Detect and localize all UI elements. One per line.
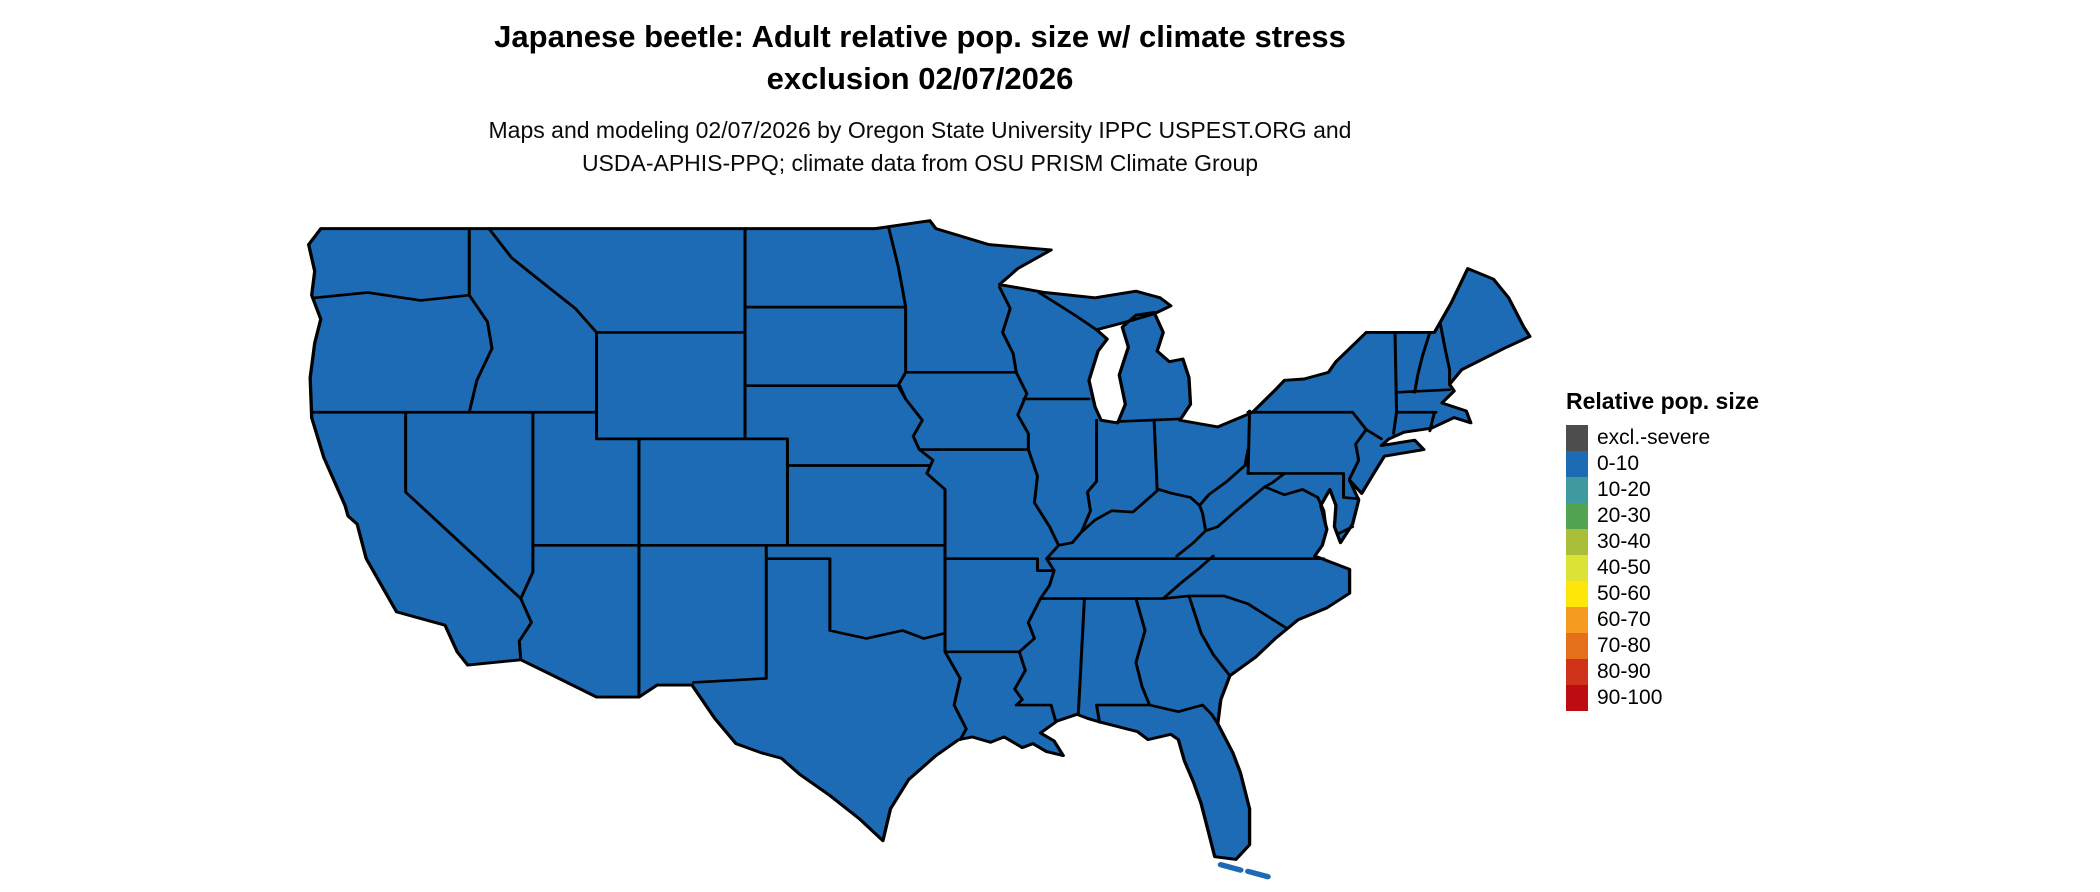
legend-item: 0-10 [1566,451,1759,477]
legend-swatch [1566,685,1588,711]
florida-keys [1217,862,1271,880]
legend-swatch [1566,607,1588,633]
legend-label: 90-100 [1597,686,1663,709]
legend-item: 90-100 [1566,685,1759,711]
legend-item: 10-20 [1566,477,1759,503]
legend-label: 40-50 [1597,556,1651,579]
legend-swatch [1566,477,1588,503]
legend-item: 30-40 [1566,529,1759,555]
legend-item: excl.-severe [1566,425,1759,451]
legend-item: 50-60 [1566,581,1759,607]
legend-label: excl.-severe [1597,426,1711,449]
page-title-line2: exclusion 02/07/2026 [766,61,1074,96]
legend-label: 80-90 [1597,660,1651,683]
legend-label: 20-30 [1597,504,1651,527]
legend-label: 10-20 [1597,478,1651,501]
legend-item: 80-90 [1566,659,1759,685]
legend-swatch [1566,529,1588,555]
legend-swatch [1566,425,1588,451]
legend-swatch [1566,633,1588,659]
us-landmass [306,219,1532,861]
legend-item: 70-80 [1566,633,1759,659]
legend-swatch [1566,581,1588,607]
legend-swatch [1566,451,1588,477]
legend-swatch [1566,659,1588,685]
legend-items: excl.-severe 0-10 10-20 20-30 30-40 40-50 50-6… [1566,425,1759,711]
state-borders [310,227,1452,741]
page-title-line1: Japanese beetle: Adult relative pop. siz… [494,19,1346,54]
legend-label: 30-40 [1597,530,1651,553]
legend-item: 40-50 [1566,555,1759,581]
legend-label: 60-70 [1597,608,1651,631]
header: Japanese beetle: Adult relative pop. siz… [295,16,1545,180]
legend-item: 20-30 [1566,503,1759,529]
legend-swatch [1566,555,1588,581]
legend-label: 0-10 [1597,452,1640,475]
legend: Relative pop. size excl.-severe 0-10 10-20… [1566,388,1759,711]
legend-label: 70-80 [1597,634,1651,657]
legend-title: Relative pop. size [1566,388,1760,414]
subtitle-line2: USDA-APHIS-PPQ; climate data from OSU PR… [581,150,1259,176]
legend-swatch [1566,503,1588,529]
us-states-map [306,219,1532,880]
legend-label: 50-60 [1597,582,1651,605]
legend-item: 60-70 [1566,607,1759,633]
subtitle-line1: Maps and modeling 02/07/2026 by Oregon S… [488,117,1352,143]
subtitle: Maps and modeling 02/07/2026 by Oregon S… [295,114,1545,180]
